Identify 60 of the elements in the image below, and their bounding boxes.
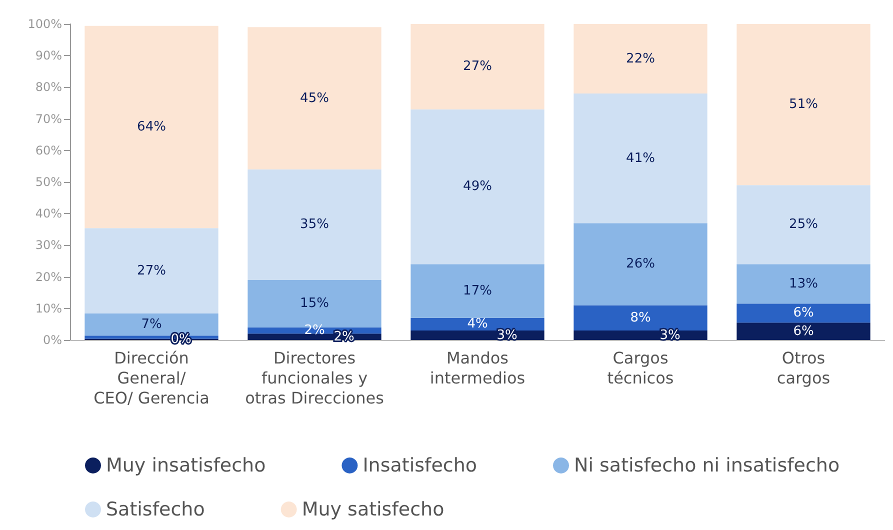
bar	[84, 26, 218, 228]
data-label: 27%	[463, 59, 492, 74]
legend-label: Ni satisfecho ni insatisfecho	[574, 454, 840, 476]
data-label: 6%	[793, 306, 814, 321]
data-label: 4%	[467, 316, 488, 332]
bar	[736, 24, 870, 186]
bar	[410, 24, 544, 110]
y-tick-label: 80%	[35, 80, 62, 94]
bar	[410, 318, 544, 331]
data-label: 17%	[463, 284, 492, 299]
data-label: 13%	[789, 276, 818, 292]
data-label: 3%	[660, 328, 680, 343]
data-label: 7%	[141, 317, 162, 332]
bar	[248, 27, 382, 170]
y-tick-label: 40%	[35, 206, 62, 221]
data-label: 51%	[789, 97, 818, 112]
bar	[736, 185, 870, 264]
data-label: 3%	[496, 328, 518, 343]
x-tick-label: Directores funcionales y otras Direcciones	[245, 348, 384, 408]
bar	[736, 264, 870, 304]
y-tick-label: 0%	[42, 333, 62, 347]
bar	[410, 109, 544, 264]
data-label: 15%	[300, 296, 329, 312]
x-tick-label: Dirección General/ CEO/ Gerencia	[94, 348, 210, 408]
data-label: 26%	[626, 256, 655, 272]
legend-label: Muy insatisfecho	[106, 454, 266, 476]
legend-label: Muy satisfecho	[302, 498, 444, 520]
data-label: 45%	[300, 90, 329, 106]
legend-label: Satisfecho	[106, 498, 205, 520]
bar	[736, 304, 870, 323]
data-label: 25%	[789, 217, 818, 232]
y-tick-label: 10%	[35, 301, 62, 316]
x-tick-label: Mandos intermedios	[430, 348, 526, 388]
bar	[410, 264, 544, 318]
x-tick-label: Cargos técnicos	[607, 348, 674, 388]
bar	[248, 169, 382, 280]
bar	[574, 24, 708, 94]
data-label: 2%	[304, 323, 325, 338]
data-label: 35%	[300, 217, 329, 232]
data-label: 27%	[137, 263, 166, 278]
y-tick-label: 50%	[35, 175, 62, 189]
y-tick-label: 70%	[35, 112, 62, 126]
y-tick-label: 20%	[35, 270, 62, 284]
x-tick-label: Otros cargos	[776, 348, 830, 388]
data-label: 6%	[793, 324, 814, 339]
y-tick-label: 100%	[28, 17, 62, 31]
y-tick-label: 90%	[35, 48, 62, 63]
legend-label: Insatisfecho	[362, 454, 478, 476]
data-label: 41%	[626, 150, 655, 166]
y-tick-label: 30%	[35, 238, 62, 252]
bar	[736, 322, 870, 340]
y-tick-label: 60%	[35, 143, 62, 158]
data-label: 22%	[626, 51, 655, 66]
bar	[574, 223, 708, 306]
bar	[84, 228, 218, 314]
data-label: 8%	[630, 310, 651, 326]
bar	[574, 305, 708, 331]
bar	[574, 94, 708, 224]
data-label: 49%	[463, 179, 492, 194]
data-label: 64%	[137, 120, 166, 135]
